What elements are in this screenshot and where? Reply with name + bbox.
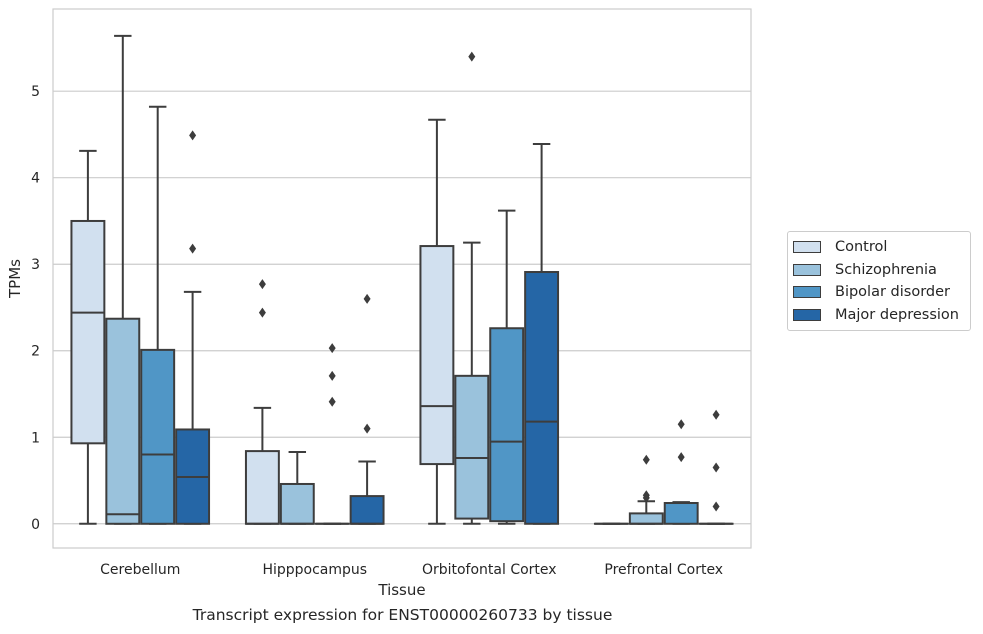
legend-swatch bbox=[793, 308, 821, 321]
y-tick-label: 3 bbox=[31, 257, 40, 273]
y-tick-label: 5 bbox=[31, 84, 40, 100]
legend-label: Major depression bbox=[835, 306, 959, 323]
outlier-point bbox=[258, 279, 266, 290]
y-tick-label: 2 bbox=[31, 344, 40, 360]
y-axis-label: TPMs bbox=[6, 259, 24, 299]
box-1-3 bbox=[349, 293, 385, 525]
box-2-1 bbox=[454, 51, 490, 525]
outlier-point bbox=[363, 293, 371, 304]
outlier-point bbox=[677, 452, 685, 463]
x-tick-label: Hipppocampus bbox=[262, 562, 367, 578]
legend-label: Schizophrenia bbox=[835, 261, 937, 278]
box-1-1 bbox=[279, 450, 315, 525]
legend-item: Major depression bbox=[788, 304, 970, 327]
y-axis-ticks: 0 1 2 3 4 5 bbox=[31, 84, 40, 533]
box bbox=[349, 495, 385, 525]
outlier-point bbox=[712, 462, 720, 473]
legend-swatch bbox=[793, 263, 821, 276]
box-2-3 bbox=[524, 142, 560, 525]
outlier-point bbox=[328, 396, 336, 407]
legend: Control Schizophrenia Bipolar disorder Majo… bbox=[787, 231, 971, 331]
y-tick-label: 1 bbox=[31, 430, 40, 446]
box-3-1 bbox=[628, 454, 664, 525]
outlier-point bbox=[642, 490, 650, 501]
plot-frame bbox=[52, 8, 752, 549]
box bbox=[105, 317, 141, 525]
box-0-1 bbox=[105, 34, 141, 525]
box bbox=[489, 327, 525, 523]
x-tick-label: Orbitofontal Cortex bbox=[422, 562, 557, 578]
y-tick-label: 0 bbox=[31, 517, 40, 533]
box-1-2 bbox=[314, 343, 350, 525]
chart-title: Transcript expression for ENST0000026073… bbox=[192, 606, 613, 624]
box-0-0 bbox=[70, 149, 106, 525]
box-0-2 bbox=[140, 105, 176, 525]
legend-label: Control bbox=[835, 239, 888, 256]
outlier-point bbox=[677, 419, 685, 430]
legend-swatch bbox=[793, 286, 821, 299]
x-tick-label: Cerebellum bbox=[100, 562, 180, 578]
box bbox=[628, 512, 664, 525]
box bbox=[419, 245, 455, 466]
outlier-point bbox=[642, 454, 650, 465]
x-tick-label: Prefrontal Cortex bbox=[604, 562, 723, 578]
box-3-3 bbox=[698, 409, 734, 525]
x-axis-label: Tissue bbox=[377, 581, 425, 599]
box bbox=[140, 348, 176, 525]
legend-swatch bbox=[793, 241, 821, 254]
y-tick-label: 4 bbox=[31, 171, 40, 187]
box-3-2 bbox=[663, 419, 699, 525]
x-axis-ticks: Cerebellum Hipppocampus Orbitofontal Corte… bbox=[100, 562, 723, 578]
outlier-point bbox=[328, 343, 336, 354]
box bbox=[244, 450, 280, 525]
outlier-point bbox=[189, 130, 197, 141]
outlier-point bbox=[328, 370, 336, 381]
outlier-point bbox=[258, 307, 266, 318]
outlier-point bbox=[712, 501, 720, 512]
box-1-0 bbox=[244, 279, 280, 525]
box-0-3 bbox=[175, 130, 211, 525]
legend-item: Control bbox=[788, 236, 970, 259]
outlier-point bbox=[363, 423, 371, 434]
legend-label: Bipolar disorder bbox=[835, 284, 950, 301]
outlier-point bbox=[189, 243, 197, 254]
legend-item: Bipolar disorder bbox=[788, 281, 970, 304]
box bbox=[454, 374, 490, 520]
box-2-0 bbox=[419, 118, 455, 525]
box bbox=[70, 219, 106, 445]
outlier-point bbox=[712, 409, 720, 420]
legend-item: Schizophrenia bbox=[788, 259, 970, 282]
box-2-2 bbox=[489, 209, 525, 525]
box bbox=[279, 482, 315, 525]
outlier-point bbox=[468, 51, 476, 62]
box-plot-area bbox=[70, 34, 734, 525]
box bbox=[524, 271, 560, 525]
box bbox=[663, 502, 699, 525]
